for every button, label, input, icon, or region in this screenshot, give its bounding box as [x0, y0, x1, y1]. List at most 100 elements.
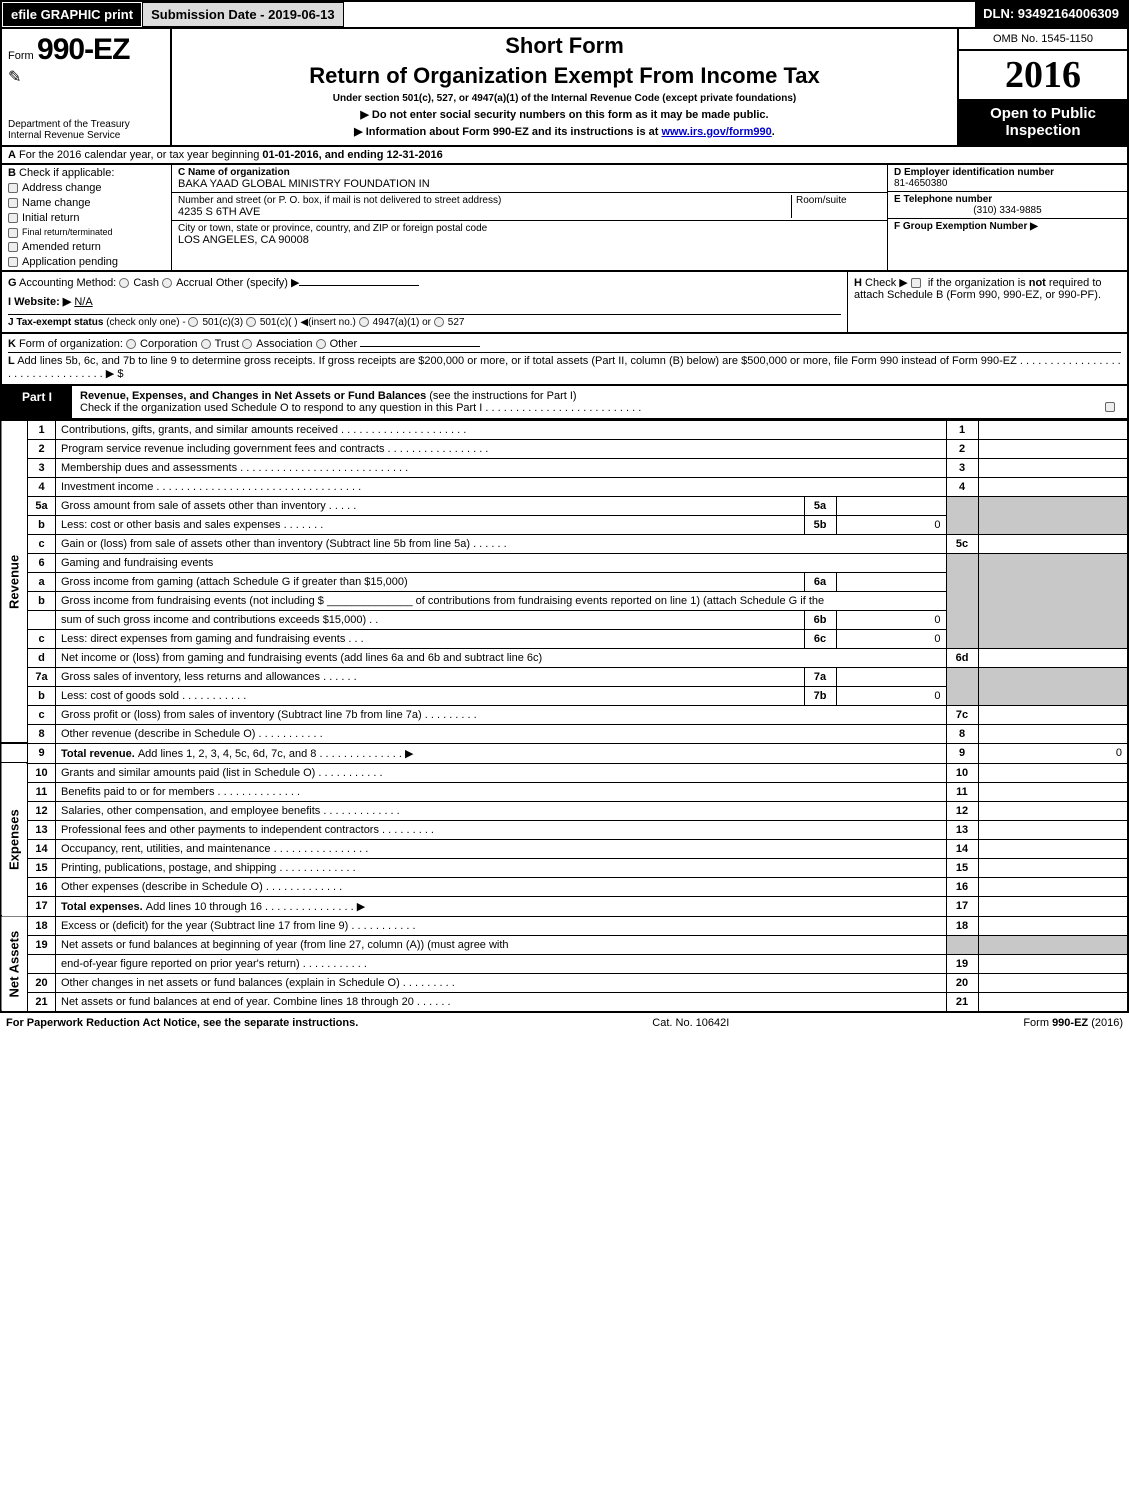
checkbox-application-pending[interactable] — [8, 257, 18, 267]
line-4-value[interactable] — [978, 477, 1128, 496]
line-2-value[interactable] — [978, 439, 1128, 458]
topbar-spacer — [344, 2, 976, 27]
radio-other-org[interactable] — [316, 339, 326, 349]
line-7a-num: 7a — [28, 667, 56, 686]
line-11-value[interactable] — [978, 782, 1128, 801]
line-14-value[interactable] — [978, 839, 1128, 858]
efile-print-button[interactable]: efile GRAPHIC print — [2, 2, 142, 27]
line-17-rnum: 17 — [946, 896, 978, 916]
line-19-text: Net assets or fund balances at beginning… — [56, 935, 947, 954]
line-18-rnum: 18 — [946, 916, 978, 935]
checkbox-address-change[interactable] — [8, 183, 18, 193]
label-website: I Website: ▶ — [8, 296, 71, 308]
checkbox-amended-return[interactable] — [8, 242, 18, 252]
value-street: 4235 S 6TH AVE — [178, 206, 791, 218]
checkbox-schedule-b[interactable] — [911, 278, 921, 288]
radio-501c3[interactable] — [188, 317, 198, 327]
line-11-rnum: 11 — [946, 782, 978, 801]
line-18-value[interactable] — [978, 916, 1128, 935]
line-19-num: 19 — [28, 935, 56, 954]
col-def: D Employer identification number 81-4650… — [887, 165, 1127, 270]
accounting-method-label: Accounting Method: — [19, 277, 116, 289]
checkbox-initial-return[interactable] — [8, 213, 18, 223]
label-ein: D Employer identification number — [894, 167, 1054, 178]
radio-4947[interactable] — [359, 317, 369, 327]
label-other-org: Other — [330, 338, 358, 350]
radio-accrual[interactable] — [162, 278, 172, 288]
line-13-value[interactable] — [978, 820, 1128, 839]
radio-cash[interactable] — [119, 278, 129, 288]
row-gh-left: G Accounting Method: Cash Accrual Other … — [2, 272, 847, 332]
line-6b2-mval[interactable]: 0 — [836, 610, 946, 629]
line-20-rnum: 20 — [946, 973, 978, 992]
part1-title: Revenue, Expenses, and Changes in Net As… — [80, 390, 426, 402]
line-12-value[interactable] — [978, 801, 1128, 820]
line-10-value[interactable] — [978, 763, 1128, 782]
line-13-num: 13 — [28, 820, 56, 839]
line-4-num: 4 — [28, 477, 56, 496]
line-1-text: Contributions, gifts, grants, and simila… — [56, 420, 947, 439]
line-6d-value[interactable] — [978, 648, 1128, 667]
footer-right: Form 990-EZ (2016) — [1023, 1017, 1123, 1029]
line-6c-mval[interactable]: 0 — [836, 629, 946, 648]
radio-association[interactable] — [242, 339, 252, 349]
line-21-value[interactable] — [978, 992, 1128, 1012]
line-7a-mval[interactable] — [836, 667, 946, 686]
line-4-rnum: 4 — [946, 477, 978, 496]
line-7c-text: Gross profit or (loss) from sales of inv… — [56, 705, 947, 724]
h-text1: Check ▶ — [865, 277, 908, 289]
row-h: H Check ▶ if the organization is not req… — [847, 272, 1127, 332]
line-20-value[interactable] — [978, 973, 1128, 992]
line-6-text: Gaming and fundraising events — [56, 553, 947, 572]
form990-link[interactable]: www.irs.gov/form990 — [662, 126, 772, 138]
value-phone: (310) 334-9885 — [894, 205, 1121, 216]
radio-501c[interactable] — [246, 317, 256, 327]
line-19b-value[interactable] — [978, 954, 1128, 973]
line-7c-value[interactable] — [978, 705, 1128, 724]
line-5b-mval[interactable]: 0 — [836, 515, 946, 534]
radio-trust[interactable] — [201, 339, 211, 349]
radio-527[interactable] — [434, 317, 444, 327]
dept-treasury: Department of the Treasury — [8, 119, 164, 130]
line-9-value[interactable]: 0 — [978, 743, 1128, 763]
j-text: (check only one) - — [106, 317, 185, 328]
label-org-name: C Name of organization — [178, 167, 881, 178]
label-street: Number and street (or P. O. box, if mail… — [178, 195, 791, 206]
other-org-blank[interactable] — [360, 346, 480, 347]
line-5c-value[interactable] — [978, 534, 1128, 553]
checkbox-schedule-o-part1[interactable] — [1105, 402, 1115, 412]
dept-irs: Internal Revenue Service — [8, 130, 164, 141]
line-18-text: Excess or (deficit) for the year (Subtra… — [56, 916, 947, 935]
line-1-rnum: 1 — [946, 420, 978, 439]
line-6b-text: Gross income from fundraising events (no… — [56, 591, 947, 610]
arrow-icon: ▶ — [1030, 221, 1038, 232]
line-21-text: Net assets or fund balances at end of ye… — [56, 992, 947, 1012]
line-15-value[interactable] — [978, 858, 1128, 877]
shade-7v — [978, 667, 1128, 705]
line-8-value[interactable] — [978, 724, 1128, 743]
label-association: Association — [256, 338, 312, 350]
line-9-rnum: 9 — [946, 743, 978, 763]
side-empty-9 — [1, 743, 28, 763]
line-19b-num — [28, 954, 56, 973]
other-method-blank[interactable] — [299, 285, 419, 286]
shade-6 — [946, 553, 978, 648]
line-16-value[interactable] — [978, 877, 1128, 896]
side-label-net-assets: Net Assets — [1, 916, 28, 1012]
line-11-text: Benefits paid to or for members . . . . … — [56, 782, 947, 801]
line-5a-mval[interactable] — [836, 496, 946, 515]
line-6b2-text: sum of such gross income and contributio… — [56, 610, 805, 629]
shade-5v — [978, 496, 1128, 534]
line-5b-text: Less: cost or other basis and sales expe… — [56, 515, 805, 534]
line-6a-mval[interactable] — [836, 572, 946, 591]
line-17-value[interactable] — [978, 896, 1128, 916]
checkbox-final-return[interactable] — [8, 228, 18, 238]
checkbox-name-change[interactable] — [8, 198, 18, 208]
line-1-value[interactable] — [978, 420, 1128, 439]
line-3-value[interactable] — [978, 458, 1128, 477]
line-7b-mval[interactable]: 0 — [836, 686, 946, 705]
block-bcdef: B Check if applicable: Address change Na… — [0, 165, 1129, 272]
line-19b-text: end-of-year figure reported on prior yea… — [56, 954, 947, 973]
k-text: Form of organization: — [19, 338, 123, 350]
radio-corporation[interactable] — [126, 339, 136, 349]
